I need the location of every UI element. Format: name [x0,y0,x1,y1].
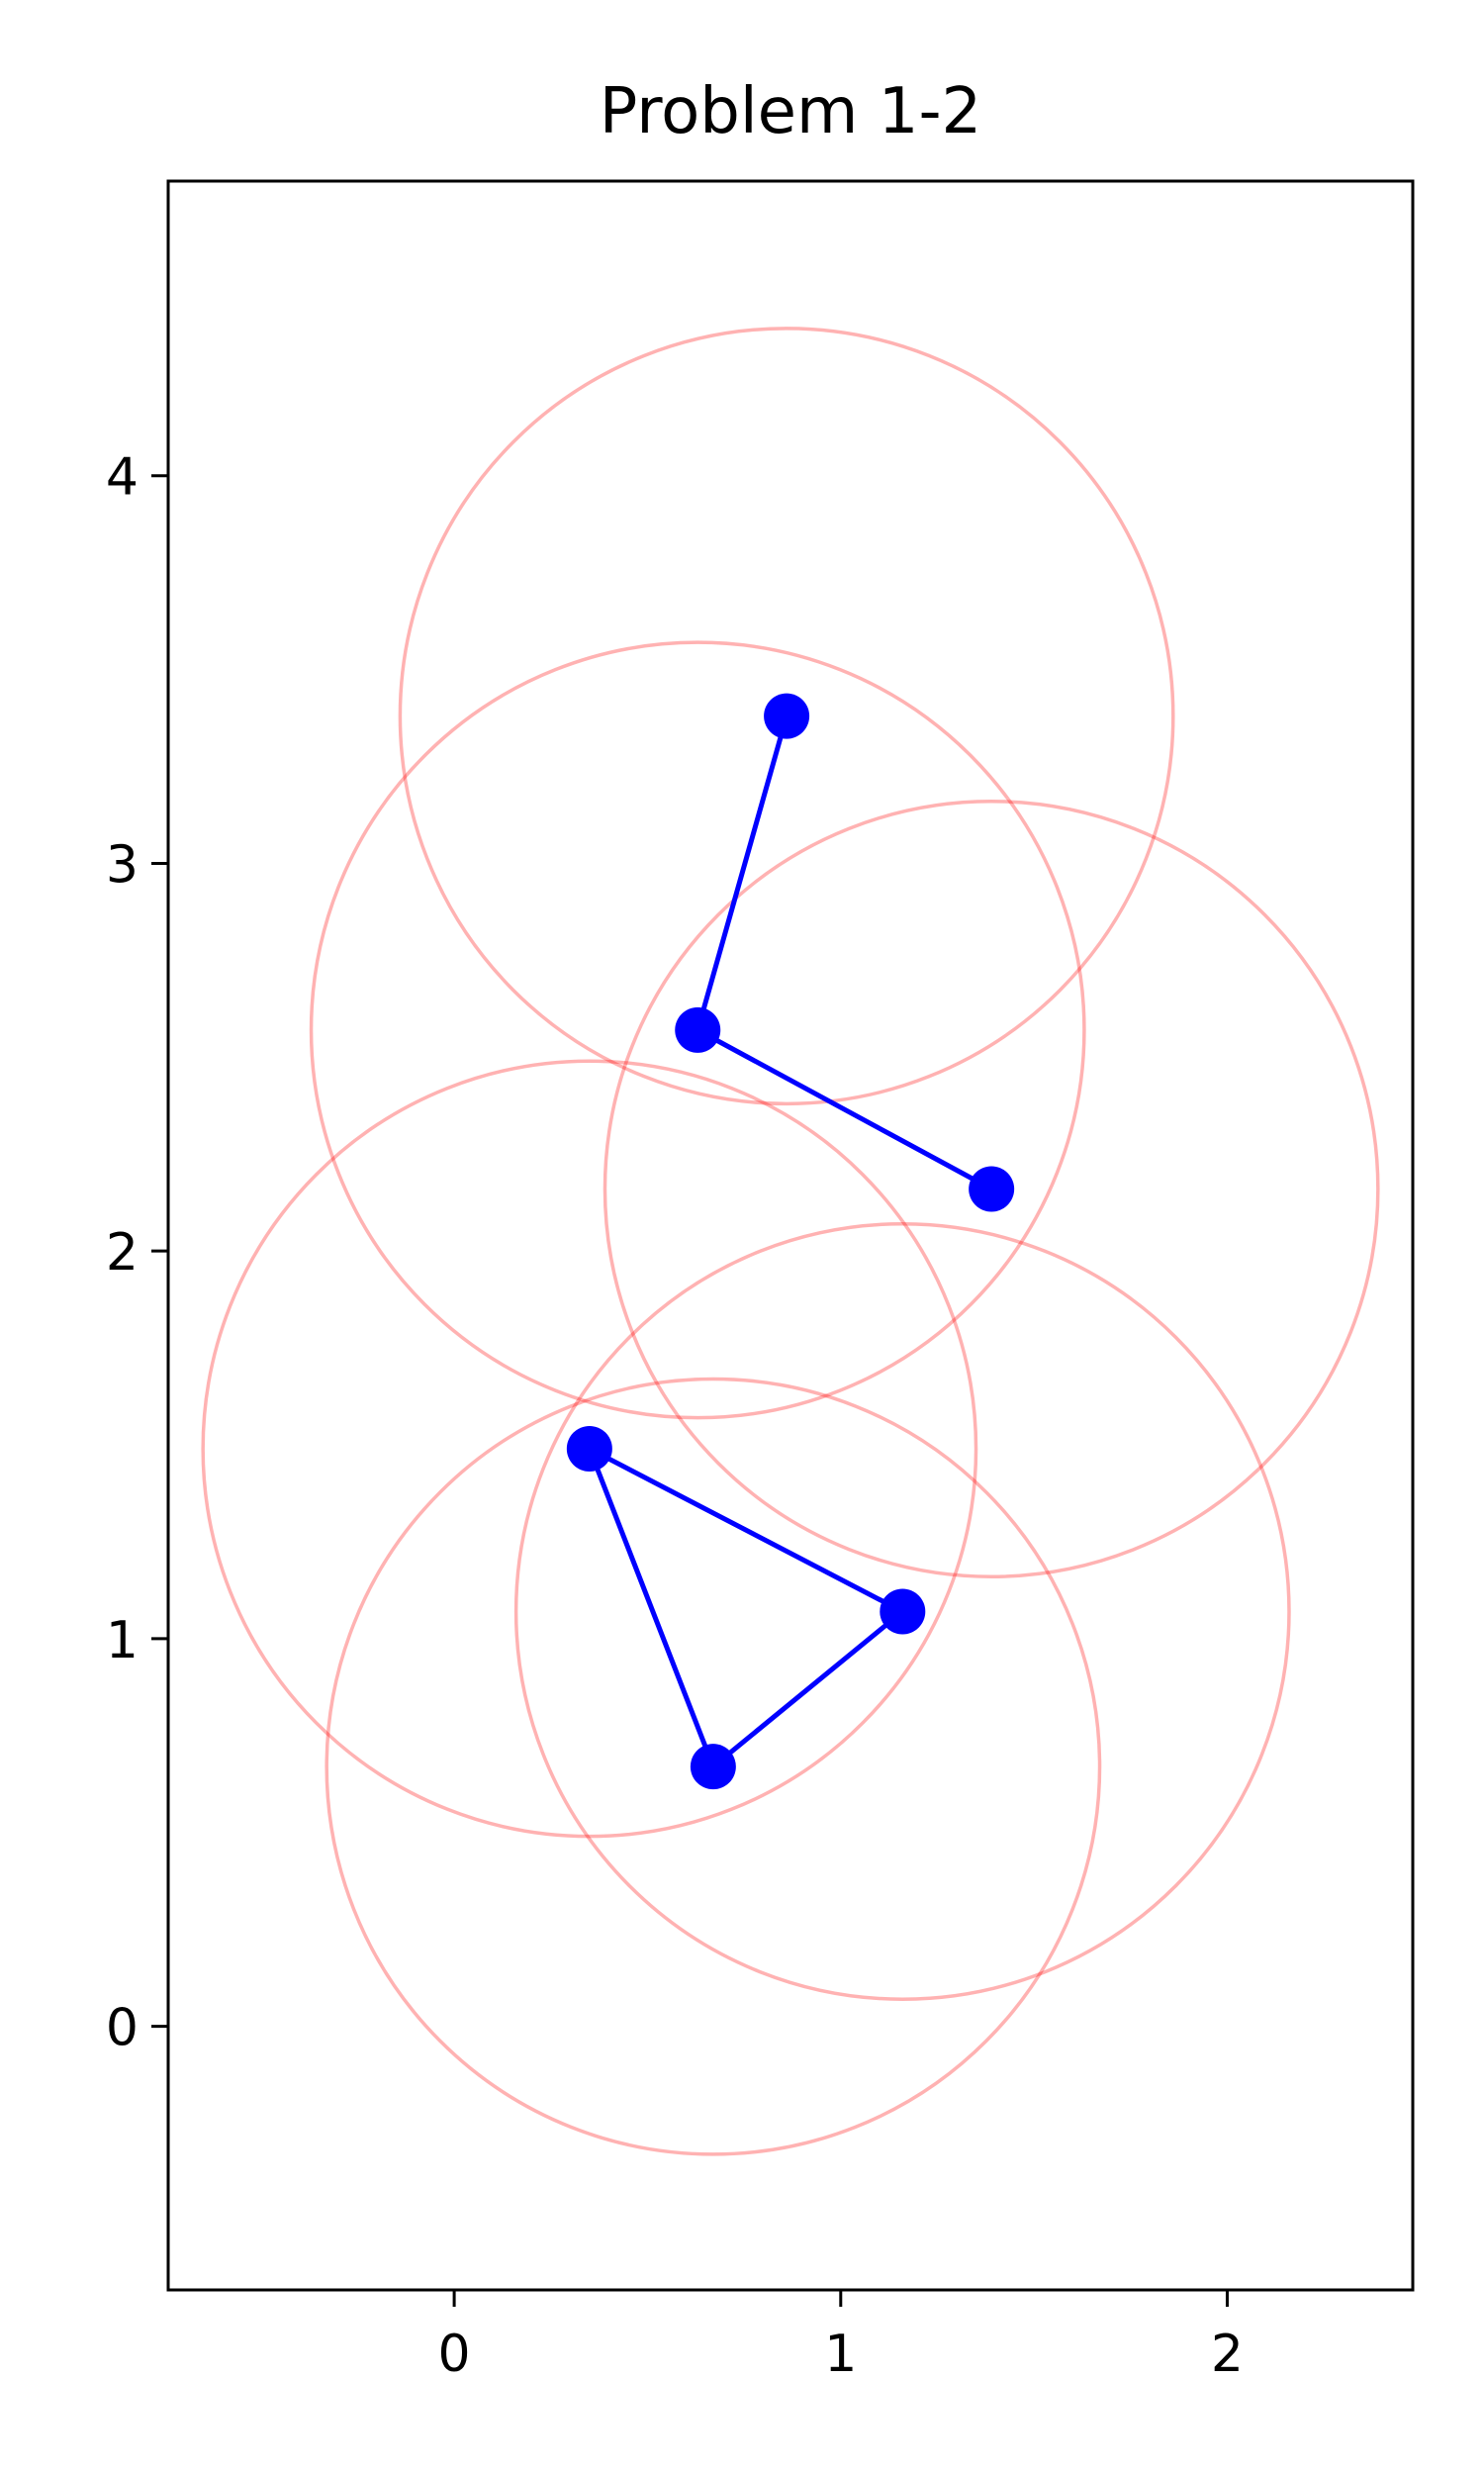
data-point-0 [764,693,810,739]
edge-2 [588,1446,904,1614]
data-point-3 [566,1425,612,1472]
edges-layer [587,714,993,1769]
y-tick-label-0: 0 [106,1999,139,2058]
data-point-1 [675,1006,721,1053]
data-point-4 [880,1588,926,1635]
data-point-5 [690,1744,736,1790]
x-tick-label-0: 0 [438,2325,471,2384]
chart-title: Problem 1-2 [600,75,982,148]
y-tick-label-1: 1 [106,1611,139,1670]
y-tick-label-2: 2 [106,1223,139,1283]
y-axis: 0 1 2 3 4 [106,448,168,2058]
x-axis: 0 1 2 [438,2290,1244,2384]
points-layer [566,693,1015,1790]
x-tick-label-2: 2 [1211,2325,1244,2384]
range-circle-2 [603,800,1380,1578]
y-tick-label-4: 4 [106,448,139,508]
circles-layer [201,327,1380,2156]
edge-1 [696,1027,993,1191]
data-point-2 [969,1166,1015,1212]
range-circle-1 [309,640,1086,1420]
x-tick-label-1: 1 [824,2325,857,2384]
range-circle-5 [325,1377,1102,2156]
y-tick-label-3: 3 [106,835,139,895]
range-circle-4 [513,1221,1291,2001]
edge-3 [711,1609,904,1769]
edge-0 [695,714,789,1031]
range-circle-3 [201,1059,978,1839]
edge-4 [587,1448,716,1768]
axes-frame [166,179,1415,2292]
range-circle-0 [398,327,1175,1106]
